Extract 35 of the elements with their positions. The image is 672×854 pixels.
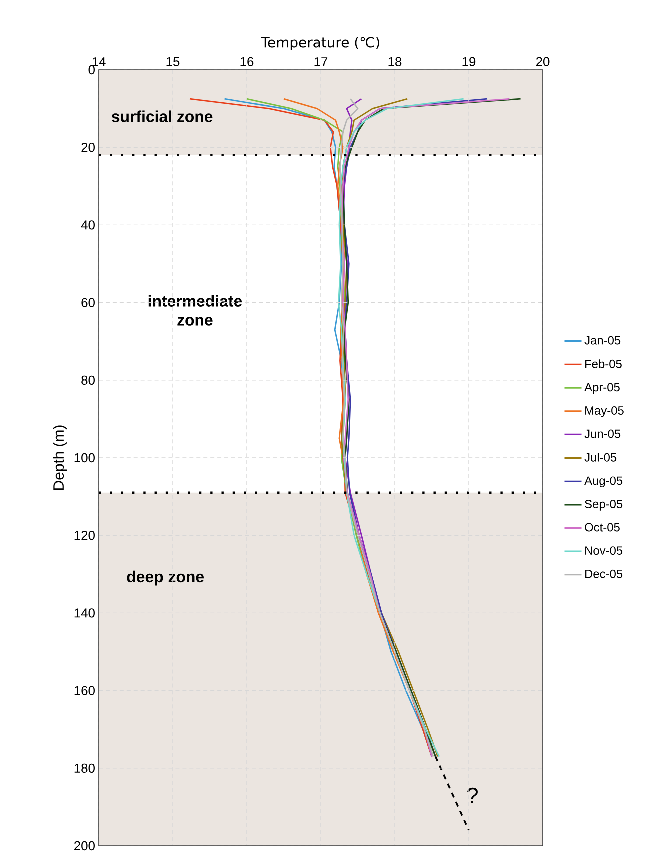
legend-label: Jul-05 (584, 453, 617, 462)
legend-label: Aug-05 (584, 476, 623, 488)
y-tick-label: 0 (88, 65, 95, 75)
legend-label: May-05 (586, 406, 624, 418)
y-tick-label: 120 (74, 531, 95, 540)
x-tick-label: 17 (314, 58, 328, 66)
x-tick-label: 18 (388, 57, 402, 66)
legend-label: Jun-05 (584, 430, 621, 438)
annotation: surficial zone (112, 110, 213, 122)
y-tick-label: 200 (74, 841, 95, 851)
x-tick-label: 15 (166, 57, 180, 66)
y-tick-label: 160 (74, 686, 95, 696)
y-tick-label: 100 (74, 453, 95, 463)
x-tick-label: 16 (240, 57, 254, 66)
legend-label: Oct-05 (585, 523, 620, 532)
y-axis-title: Depth (m) (53, 426, 68, 490)
y-tick-label: 60 (82, 298, 95, 308)
y-tick-label: 40 (81, 220, 95, 230)
y-tick-label: 20 (82, 143, 95, 152)
x-tick-label: 19 (462, 57, 476, 66)
y-tick-label: 140 (74, 608, 95, 618)
legend-label: Dec-05 (586, 570, 623, 578)
legend-label: Feb-05 (586, 360, 622, 368)
x-axis-title: Temperature (℃) (261, 36, 380, 50)
annotation: ? (468, 788, 478, 804)
y-tick-label: 80 (82, 376, 95, 385)
legend-label: Apr-05 (584, 383, 620, 394)
x-tick-label: 20 (536, 57, 550, 66)
legend-label: Nov-05 (586, 546, 623, 556)
y-tick-label: 180 (74, 764, 95, 773)
x-tick-label: 14 (92, 58, 106, 66)
annotation: intermediate zone (148, 295, 242, 326)
legend-label: Sep-05 (585, 500, 623, 511)
annotation: deep zone (127, 570, 204, 586)
legend-label: Jan-05 (584, 336, 621, 345)
